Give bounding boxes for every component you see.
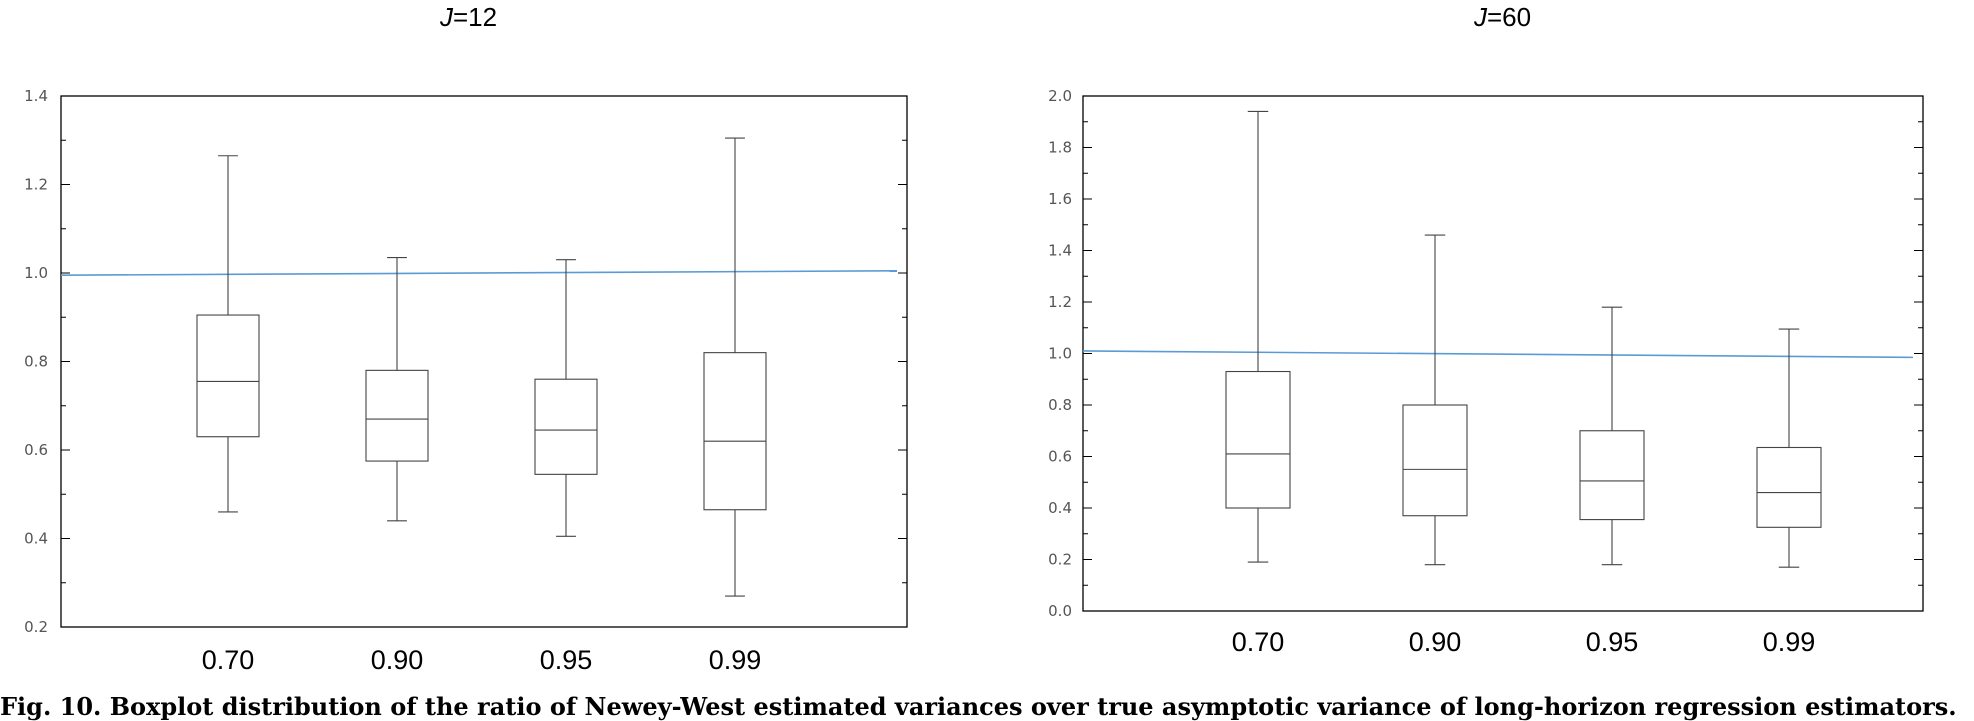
panel-title-j12-variable: J (440, 2, 453, 32)
panel2-ytick-label-8: 1.6 (1048, 190, 1072, 208)
panel2-box-0.70 (1225, 370, 1291, 509)
panel2-ytick-label-10: 2.0 (1048, 87, 1072, 105)
panel1-ytick-label-4: 1.0 (24, 264, 48, 282)
panel-title-j12-value: =12 (453, 2, 498, 32)
panel2-ytick-label-1: 0.2 (1048, 551, 1072, 569)
panel-title-j60-variable: J (1474, 2, 1487, 32)
panel2-xtick-label-1: 0.90 (1409, 627, 1462, 657)
panel1-ytick-label-3: 0.8 (24, 353, 48, 371)
panel2-ytick-label-4: 0.8 (1048, 396, 1072, 414)
panel2-ytick-label-5: 1.0 (1048, 345, 1072, 363)
panel1-reference-line (60, 269, 898, 277)
panel1-xtick-label-2: 0.95 (540, 645, 593, 675)
panel2-xtick-label-3: 0.99 (1763, 627, 1816, 657)
panel2-box-0.99 (1756, 446, 1822, 528)
panel2-ytick-label-0: 0.0 (1048, 602, 1072, 620)
panel2-ytick-label-9: 1.8 (1048, 139, 1072, 157)
panel1-xtick-label-3: 0.99 (709, 645, 762, 675)
panel1-ytick-label-0: 0.2 (24, 618, 48, 636)
figure-caption: Fig. 10. Boxplot distribution of the rat… (0, 692, 1957, 721)
panel1-plot-frame (60, 95, 908, 628)
panel2-reference-line (1082, 350, 1914, 359)
panel2-ytick-label-7: 1.4 (1048, 242, 1072, 260)
panel1-box-0.99 (703, 352, 767, 511)
panel1-ytick-label-5: 1.2 (24, 176, 48, 194)
panel1-ytick-label-2: 0.6 (24, 441, 48, 459)
panel1-xtick-label-1: 0.90 (371, 645, 424, 675)
panel1-box-0.90 (365, 369, 429, 462)
panel1-xtick-label-0: 0.70 (202, 645, 255, 675)
panel2-xtick-label-0: 0.70 (1232, 627, 1285, 657)
panel1-ytick-label-1: 0.4 (24, 530, 48, 548)
panel2-ytick-label-2: 0.4 (1048, 499, 1072, 517)
panel-title-j60-value: =60 (1487, 2, 1532, 32)
panel-title-j60: J=60 (1474, 2, 1531, 33)
panel-title-j12: J=12 (440, 2, 497, 33)
panel2-xtick-label-2: 0.95 (1586, 627, 1639, 657)
panel1-ytick-label-6: 1.4 (24, 87, 48, 105)
panel2-box-0.95 (1579, 430, 1645, 521)
panel1-box-0.95 (534, 378, 598, 475)
panel1-box-0.70 (196, 314, 260, 438)
panel2-ytick-label-3: 0.6 (1048, 448, 1072, 466)
panel2-box-0.90 (1402, 404, 1468, 517)
panel2-ytick-label-6: 1.2 (1048, 293, 1072, 311)
